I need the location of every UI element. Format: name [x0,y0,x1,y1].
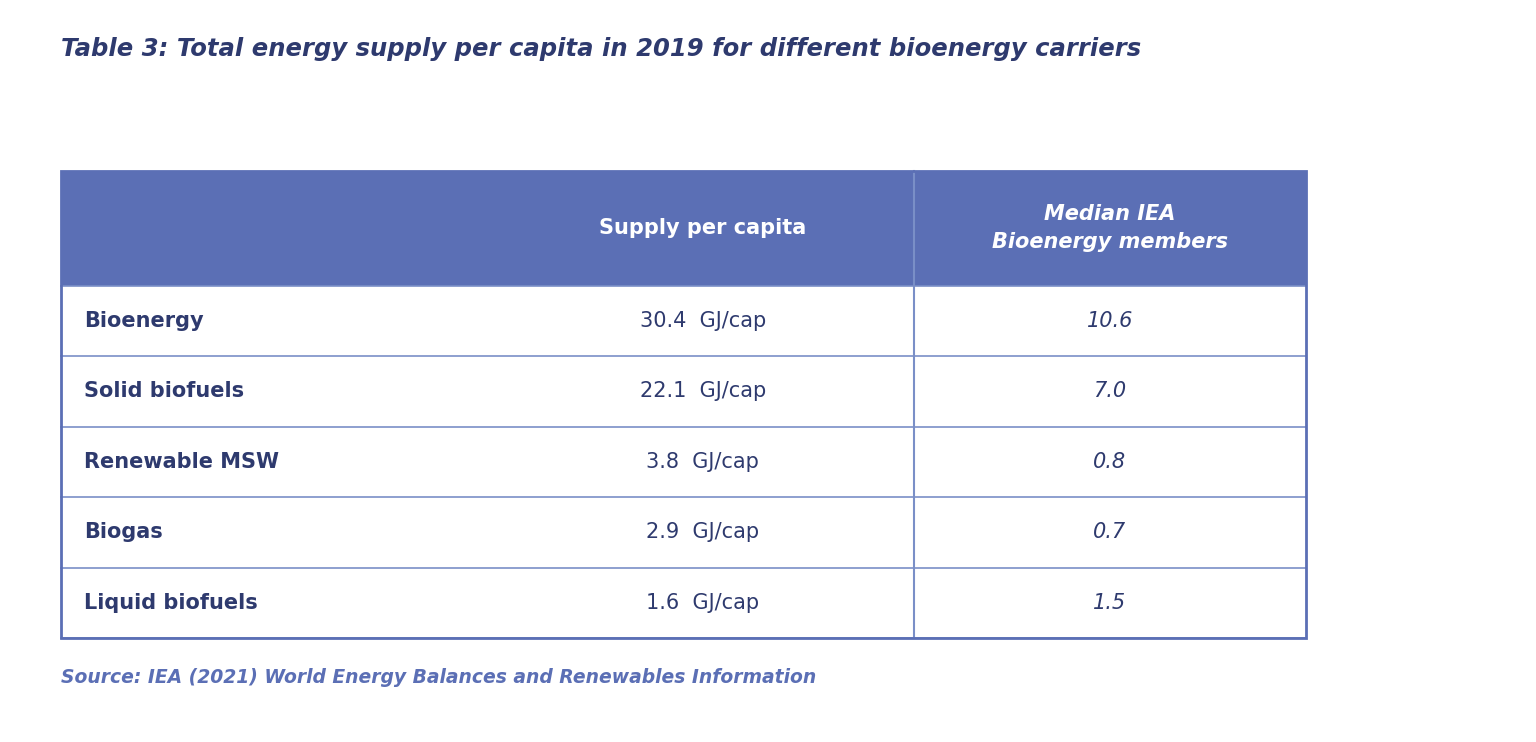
FancyBboxPatch shape [61,568,1306,638]
Text: 3.8  GJ/cap: 3.8 GJ/cap [647,452,759,472]
Text: Supply per capita: Supply per capita [599,218,806,238]
Text: 2.9  GJ/cap: 2.9 GJ/cap [647,522,759,542]
Text: Table 3: Total energy supply per capita in 2019 for different bioenergy carriers: Table 3: Total energy supply per capita … [61,37,1141,61]
Text: 1.6  GJ/cap: 1.6 GJ/cap [647,593,759,613]
Text: Liquid biofuels: Liquid biofuels [84,593,258,613]
Text: Solid biofuels: Solid biofuels [84,381,244,401]
FancyBboxPatch shape [61,497,1306,568]
Text: Median IEA
Bioenergy members: Median IEA Bioenergy members [992,204,1227,252]
Text: 1.5: 1.5 [1094,593,1126,613]
Text: 30.4  GJ/cap: 30.4 GJ/cap [639,311,766,331]
FancyBboxPatch shape [61,171,1306,286]
Text: Biogas: Biogas [84,522,163,542]
Text: 22.1  GJ/cap: 22.1 GJ/cap [639,381,766,401]
Text: Bioenergy: Bioenergy [84,311,204,331]
FancyBboxPatch shape [61,286,1306,356]
Text: 10.6: 10.6 [1086,311,1134,331]
Text: 0.8: 0.8 [1094,452,1126,472]
FancyBboxPatch shape [61,356,1306,427]
Text: 0.7: 0.7 [1094,522,1126,542]
Text: Source: IEA (2021) World Energy Balances and Renewables Information: Source: IEA (2021) World Energy Balances… [61,668,817,687]
Text: Renewable MSW: Renewable MSW [84,452,280,472]
FancyBboxPatch shape [61,427,1306,497]
Text: 7.0: 7.0 [1094,381,1126,401]
